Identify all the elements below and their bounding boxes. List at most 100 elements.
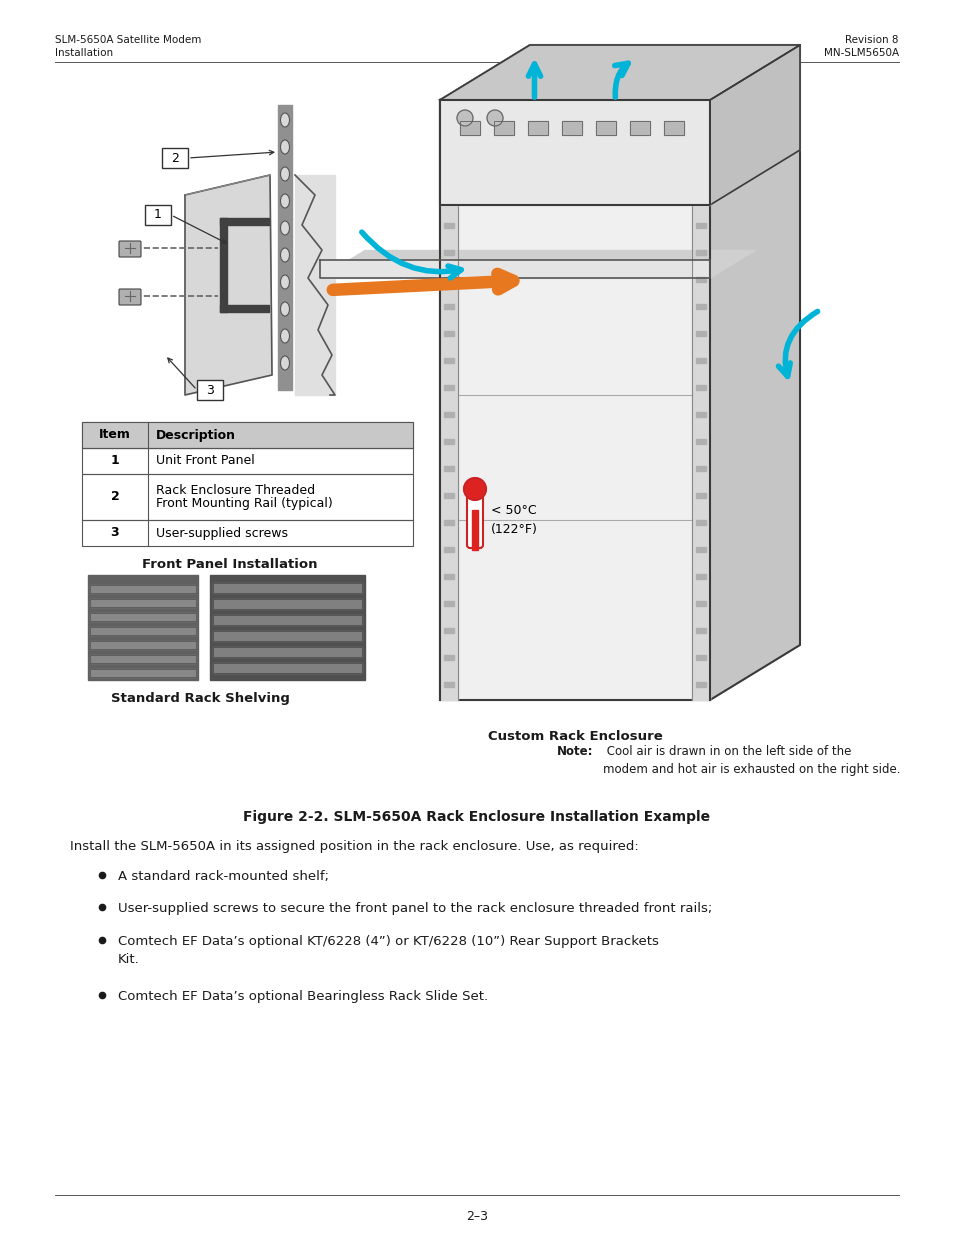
Bar [213, 663, 361, 673]
Bar [443, 385, 454, 390]
Bar [663, 121, 683, 135]
FancyBboxPatch shape [119, 289, 141, 305]
Bar [90, 641, 195, 650]
Text: SLM-5650A Satellite Modem: SLM-5650A Satellite Modem [55, 35, 201, 44]
Bar [90, 627, 195, 635]
Bar [90, 669, 195, 677]
Bar [443, 682, 454, 687]
Bar [696, 682, 705, 687]
Bar [443, 412, 454, 417]
Ellipse shape [280, 248, 289, 262]
Bar [561, 121, 581, 135]
Bar [527, 121, 547, 135]
Text: 2–3: 2–3 [465, 1210, 488, 1223]
Circle shape [463, 478, 485, 500]
Polygon shape [319, 261, 709, 278]
Text: Item: Item [99, 429, 131, 441]
Bar [696, 466, 705, 471]
Bar [213, 647, 361, 657]
Bar [443, 547, 454, 552]
FancyBboxPatch shape [145, 205, 171, 225]
Text: Description: Description [156, 429, 235, 441]
Bar [696, 196, 705, 201]
Text: Figure 2-2. SLM-5650A Rack Enclosure Installation Example: Figure 2-2. SLM-5650A Rack Enclosure Ins… [243, 810, 710, 824]
Text: 3: 3 [206, 384, 213, 396]
Polygon shape [319, 251, 754, 278]
Bar [213, 599, 361, 609]
Bar [88, 576, 198, 680]
Bar [696, 438, 705, 445]
Text: Cool air is drawn in on the left side of the
modem and hot air is exhausted on t: Cool air is drawn in on the left side of… [602, 745, 900, 776]
Bar [691, 100, 709, 700]
Bar [443, 466, 454, 471]
Bar [213, 663, 361, 673]
Bar [210, 576, 365, 680]
Bar [696, 331, 705, 336]
Text: 1: 1 [111, 454, 119, 468]
Bar [90, 599, 195, 606]
Bar [443, 574, 454, 579]
Polygon shape [709, 44, 800, 205]
Text: Front Mounting Rail (typical): Front Mounting Rail (typical) [156, 496, 333, 510]
Bar [596, 121, 616, 135]
Text: Front Panel Installation: Front Panel Installation [142, 558, 317, 571]
Bar [663, 121, 683, 135]
Polygon shape [439, 44, 800, 100]
FancyBboxPatch shape [467, 482, 482, 548]
Bar [277, 105, 292, 390]
Text: User-supplied screws to secure the front panel to the rack enclosure threaded fr: User-supplied screws to secure the front… [118, 902, 712, 915]
Bar [443, 277, 454, 282]
Ellipse shape [280, 194, 289, 207]
Bar [213, 615, 361, 625]
Bar [443, 224, 454, 228]
Bar [443, 520, 454, 525]
Bar [696, 520, 705, 525]
Bar [696, 142, 705, 147]
Bar [213, 631, 361, 641]
Text: Comtech EF Data’s optional KT/6228 (4”) or KT/6228 (10”) Rear Support Brackets
K: Comtech EF Data’s optional KT/6228 (4”) … [118, 935, 659, 966]
Text: Rack Enclosure Threaded: Rack Enclosure Threaded [156, 484, 314, 496]
Text: Standard Rack Shelving: Standard Rack Shelving [111, 692, 289, 705]
Ellipse shape [280, 167, 289, 182]
Text: Note:: Note: [557, 745, 593, 758]
Polygon shape [709, 44, 800, 700]
Bar [90, 585, 195, 593]
Bar [443, 438, 454, 445]
Text: Custom Rack Enclosure: Custom Rack Enclosure [487, 730, 661, 743]
Bar [443, 493, 454, 498]
Bar [443, 358, 454, 363]
Bar [443, 142, 454, 147]
Bar [696, 358, 705, 363]
Bar [90, 627, 195, 635]
Bar [220, 219, 227, 312]
Bar [213, 583, 361, 593]
Text: Unit Front Panel: Unit Front Panel [156, 454, 254, 468]
Bar [696, 169, 705, 174]
Bar [220, 219, 269, 225]
Bar [494, 121, 514, 135]
Bar [90, 599, 195, 606]
Bar [696, 277, 705, 282]
Text: A standard rack-mounted shelf;: A standard rack-mounted shelf; [118, 869, 329, 883]
Text: 3: 3 [111, 526, 119, 540]
Bar [696, 493, 705, 498]
Bar [443, 169, 454, 174]
Polygon shape [439, 44, 800, 100]
Bar [82, 422, 413, 448]
Text: 1: 1 [153, 209, 162, 221]
Bar [459, 121, 479, 135]
Ellipse shape [280, 112, 289, 127]
Bar [443, 655, 454, 659]
Ellipse shape [280, 140, 289, 154]
Bar [82, 422, 413, 448]
Bar [82, 520, 413, 546]
Bar [90, 613, 195, 621]
Bar [90, 641, 195, 650]
FancyBboxPatch shape [196, 380, 223, 400]
Bar [443, 249, 454, 254]
Text: 2: 2 [111, 490, 119, 504]
Polygon shape [439, 100, 709, 700]
Bar [90, 655, 195, 663]
Bar [213, 599, 361, 609]
Bar [213, 583, 361, 593]
